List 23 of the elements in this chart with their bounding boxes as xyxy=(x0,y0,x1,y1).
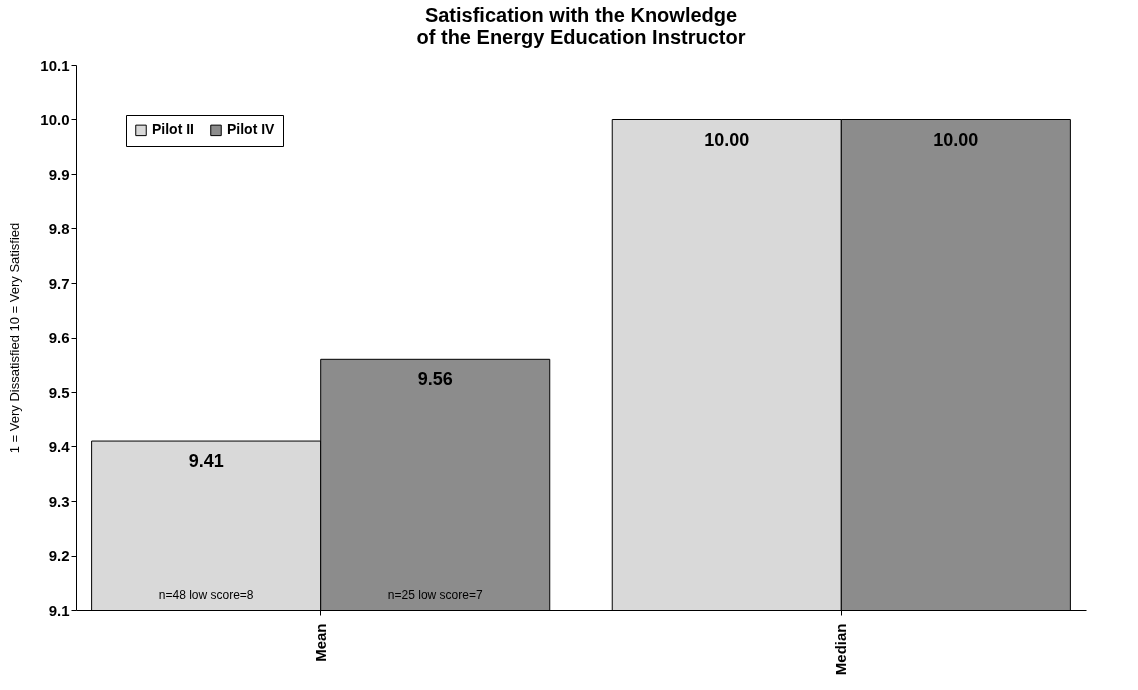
legend-label: Pilot IV xyxy=(227,121,276,138)
y-tick-label: 9.9 xyxy=(48,165,70,183)
y-tick-label: 9.8 xyxy=(48,220,70,237)
annotation: n=25 low score=7 xyxy=(387,588,483,602)
y-tick-label: 9.1 xyxy=(48,601,70,619)
data-label: 9.56 xyxy=(417,369,453,390)
y-tick-label: 10.1 xyxy=(40,56,70,74)
y-tick-label: 9.2 xyxy=(48,547,70,564)
y-tick-label: 9.5 xyxy=(48,383,70,401)
y-tick-label: 9.7 xyxy=(48,274,70,292)
legend-label: Pilot II xyxy=(152,121,194,138)
x-tick-label: Median xyxy=(832,623,850,676)
y-tick-label: 10.0 xyxy=(40,111,70,128)
x-tick-label: Mean xyxy=(311,623,329,662)
y-tick-label: 9.3 xyxy=(48,492,70,510)
y-tick-label: 9.4 xyxy=(48,438,71,455)
annotation: n=48 low score=8 xyxy=(158,588,254,602)
chart-title: Satisfication with the Knowledge of the Energy Education Instructor xyxy=(416,4,746,48)
y-axis-title: 1 = Very Dissatisfied 10 = Very Satisfied xyxy=(7,222,23,454)
y-tick-label: 9.6 xyxy=(48,329,70,346)
data-label: 10.00 xyxy=(933,129,979,150)
data-label: 10.00 xyxy=(704,129,750,150)
data-label: 9.41 xyxy=(188,451,224,472)
